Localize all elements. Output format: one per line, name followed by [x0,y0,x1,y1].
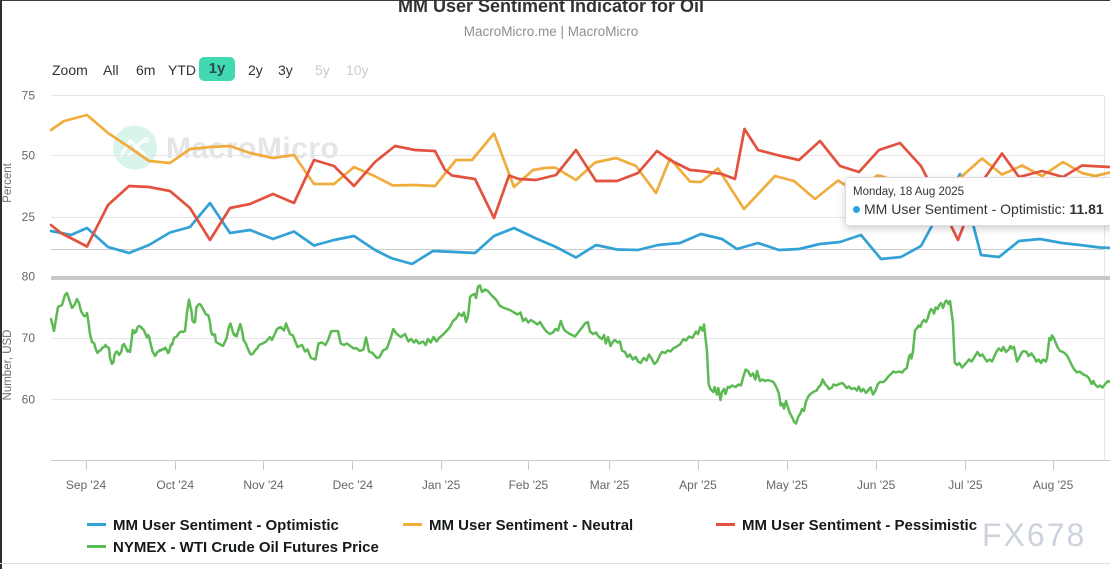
svg-text:Number, USD: Number, USD [2,330,14,401]
svg-text:Jul '25: Jul '25 [948,478,983,492]
svg-text:Sep '24: Sep '24 [66,478,107,492]
svg-text:Jan '25: Jan '25 [422,478,461,492]
svg-text:Dec '24: Dec '24 [333,478,374,492]
svg-text:May '25: May '25 [766,478,808,492]
svg-text:Nov '24: Nov '24 [243,478,284,492]
svg-text:Jun '25: Jun '25 [857,478,896,492]
svg-text:80: 80 [22,270,36,284]
svg-text:60: 60 [22,393,36,407]
svg-text:Aug '25: Aug '25 [1033,478,1074,492]
svg-text:70: 70 [22,331,36,345]
svg-text:75: 75 [22,89,36,103]
svg-text:Oct '24: Oct '24 [156,478,194,492]
svg-text:Percent: Percent [2,162,14,202]
svg-text:Apr '25: Apr '25 [679,478,717,492]
svg-text:25: 25 [22,210,36,224]
svg-text:50: 50 [22,149,36,163]
svg-text:Mar '25: Mar '25 [590,478,630,492]
svg-text:Feb '25: Feb '25 [509,478,549,492]
